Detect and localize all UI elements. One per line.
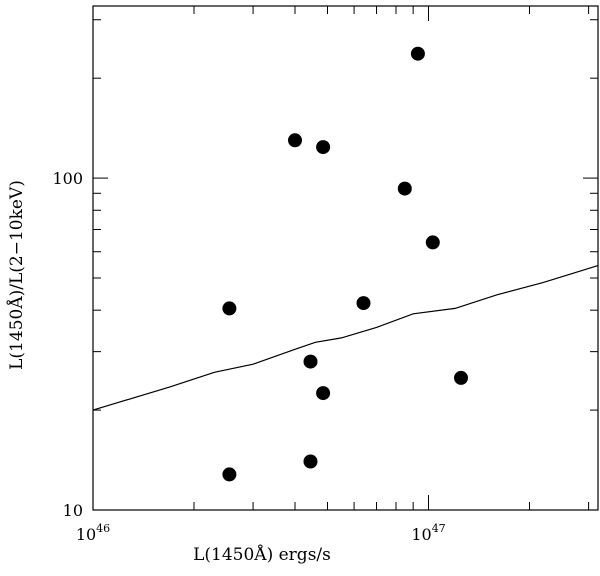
plot-border xyxy=(92,5,599,511)
data-point xyxy=(454,370,468,385)
data-point xyxy=(410,46,425,61)
data-point xyxy=(303,454,318,469)
x-tick-label: 1047 xyxy=(411,522,445,544)
y-axis-label: L(1450Å)/L(2−10keV) xyxy=(6,180,27,370)
relation-line-layer xyxy=(92,265,599,411)
axis-ticks xyxy=(92,6,598,511)
x-tick-label: 1046 xyxy=(76,522,110,544)
data-point xyxy=(222,301,237,316)
x-tick-label-base: 10 xyxy=(411,525,431,544)
data-point xyxy=(303,354,318,369)
plot-frame xyxy=(92,5,599,511)
data-point xyxy=(288,133,302,148)
x-tick-label-exponent: 46 xyxy=(96,522,110,535)
data-point xyxy=(316,386,331,401)
scatter-points xyxy=(222,46,468,482)
y-tick-label: 10 xyxy=(63,501,83,520)
data-point xyxy=(397,181,412,196)
relation-line xyxy=(92,265,599,411)
x-axis-label: L(1450Å) ergs/s xyxy=(193,544,331,565)
x-tick-label-exponent: 47 xyxy=(432,522,446,535)
data-point xyxy=(356,296,371,311)
x-tick-label-base: 10 xyxy=(76,525,96,544)
data-point xyxy=(425,235,440,250)
y-tick-label: 100 xyxy=(52,169,83,188)
data-point xyxy=(222,467,237,482)
data-point xyxy=(316,140,331,155)
